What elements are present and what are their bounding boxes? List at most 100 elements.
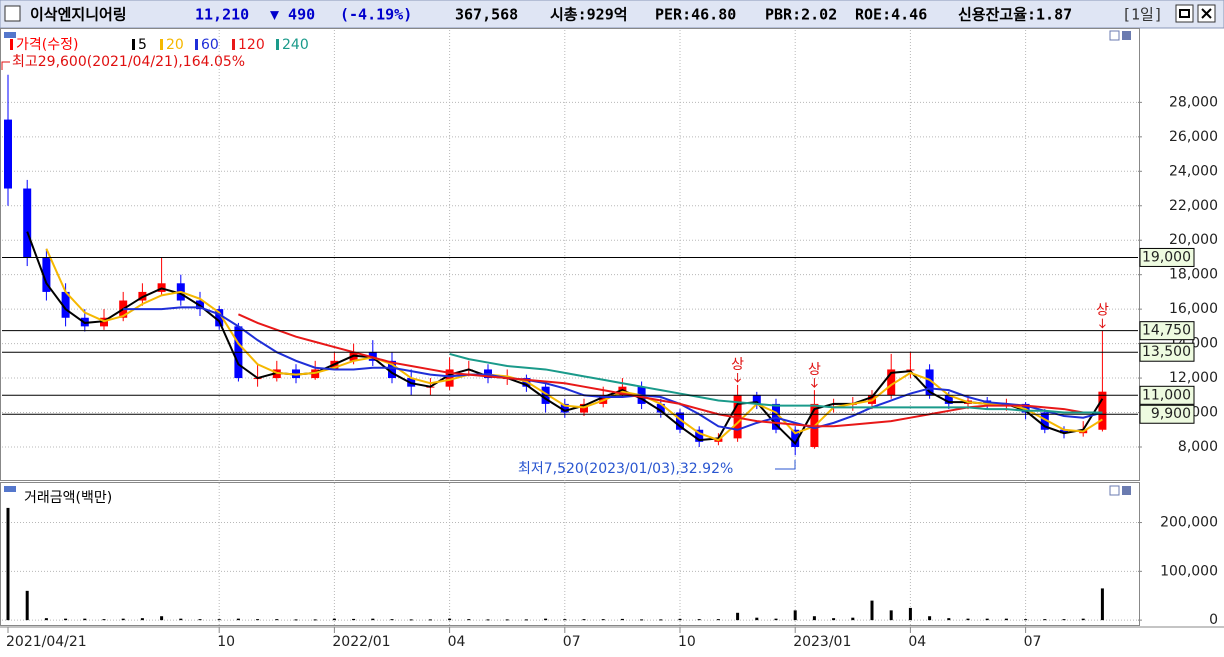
- panel-icon[interactable]: [4, 32, 16, 38]
- candle-body: [925, 369, 934, 396]
- volume-bar: [1062, 619, 1066, 621]
- y-tick-label: 20,000: [1169, 232, 1218, 248]
- volume-bar: [620, 618, 624, 621]
- ma-line: [123, 306, 1103, 431]
- volume-bar: [851, 617, 855, 621]
- y-tick-label: 18,000: [1169, 267, 1218, 283]
- volume-bar: [44, 618, 48, 621]
- volume-bar: [1100, 588, 1104, 621]
- y-tick-label: 26,000: [1169, 129, 1218, 145]
- y-tick-label: 22,000: [1169, 198, 1218, 214]
- volume-bar: [102, 619, 106, 621]
- market-cap: 시총:929억: [550, 6, 628, 24]
- legend-swatch: [10, 39, 13, 50]
- limit-up-marker: 상: [731, 357, 744, 373]
- panel-close[interactable]: [1122, 486, 1131, 495]
- ma-line: [237, 313, 1103, 428]
- volume-bar: [25, 590, 29, 621]
- y-tick-label: 100,000: [1160, 563, 1218, 579]
- x-tick-label: 2021/04/21: [6, 634, 87, 650]
- volume-bar: [524, 619, 528, 621]
- legend-swatch: [132, 39, 135, 50]
- change-pct: (-4.19%): [340, 6, 412, 24]
- credit-ratio: 신용잔고율:1.87: [958, 6, 1072, 24]
- y-tick-label: 16,000: [1169, 301, 1218, 317]
- candle-body: [560, 403, 569, 413]
- y-tick-label: 0: [1209, 612, 1218, 628]
- limit-up-marker: 상: [1096, 303, 1109, 319]
- volume-title: 거래금액(백만): [24, 490, 112, 506]
- volume-bar: [947, 618, 951, 621]
- legend-swatch: [160, 39, 163, 50]
- x-tick-label: 04: [908, 634, 926, 650]
- pbr: PBR:2.02: [765, 6, 837, 24]
- candle-body: [61, 291, 70, 318]
- volume-bar: [1043, 619, 1047, 621]
- volume-bar: [371, 618, 375, 621]
- x-tick-label: 04: [448, 634, 466, 650]
- volume-bar: [160, 616, 164, 621]
- candle-body: [4, 119, 12, 189]
- reference-label: 14,750: [1142, 323, 1191, 339]
- volume-bar: [352, 618, 356, 621]
- volume-bar: [121, 618, 125, 621]
- change: ▼ 490: [270, 6, 315, 24]
- restore-button[interactable]: [1175, 4, 1194, 23]
- limit-up-arrow: [811, 378, 818, 388]
- panel-max[interactable]: [1109, 30, 1120, 41]
- volume-panel: [0, 482, 1140, 626]
- panel-close[interactable]: [1122, 31, 1131, 40]
- reference-label-box: [1139, 321, 1195, 341]
- reference-label: 11,000: [1142, 387, 1191, 403]
- x-tick-label: 2023/01: [793, 634, 851, 650]
- volume-bar: [659, 619, 663, 621]
- ma-line: [45, 248, 1103, 442]
- ma-line: [26, 231, 1104, 446]
- candle-body: [944, 395, 953, 404]
- checkbox[interactable]: [4, 5, 21, 22]
- candle-body: [695, 429, 704, 442]
- period[interactable]: [1일]: [1122, 6, 1163, 24]
- volume-bar: [985, 618, 989, 621]
- close-icon: [1201, 8, 1212, 19]
- volume-bar: [812, 616, 816, 621]
- volume-bar: [140, 618, 144, 621]
- candle-body: [1060, 429, 1068, 434]
- volume-bar: [563, 619, 567, 621]
- legend-swatch: [276, 39, 279, 50]
- volume-bar: [313, 619, 317, 621]
- legend-swatch: [195, 39, 198, 50]
- x-tick-label: 07: [1024, 634, 1042, 650]
- price: 11,210: [195, 6, 249, 24]
- ma-line: [449, 352, 1103, 414]
- y-tick-label: 24,000: [1169, 163, 1218, 179]
- candle-body: [23, 188, 32, 258]
- candle-body: [388, 360, 396, 379]
- volume-bar: [601, 619, 605, 621]
- volume-bar: [793, 610, 797, 621]
- low-annotation: 최저7,520(2023/01/03),32.92%: [518, 461, 733, 477]
- volume-bar: [889, 610, 893, 621]
- legend-label: 20: [166, 37, 184, 53]
- volume-bar: [544, 618, 548, 621]
- limit-up-arrow: [1099, 318, 1106, 329]
- volume-bar: [1024, 619, 1028, 621]
- volume-bar: [179, 618, 183, 621]
- volume-bar: [448, 618, 452, 621]
- legend-label: 240: [282, 37, 309, 53]
- volume-bar: [678, 618, 682, 621]
- reference-label-box: [1139, 404, 1195, 424]
- volume-bar: [774, 618, 778, 621]
- reference-label: 13,500: [1142, 344, 1191, 360]
- legend-label: 120: [238, 37, 265, 53]
- volume-bar: [966, 618, 970, 621]
- volume-bar: [1081, 618, 1085, 621]
- panel-max[interactable]: [1109, 485, 1120, 496]
- y-tick-label: 200,000: [1160, 515, 1218, 531]
- x-tick-label: 07: [563, 634, 581, 650]
- panel-icon[interactable]: [4, 486, 16, 492]
- candle-body: [42, 257, 51, 292]
- volume-bar: [697, 619, 701, 621]
- volume-bar: [736, 612, 740, 621]
- candle-body: [791, 429, 800, 447]
